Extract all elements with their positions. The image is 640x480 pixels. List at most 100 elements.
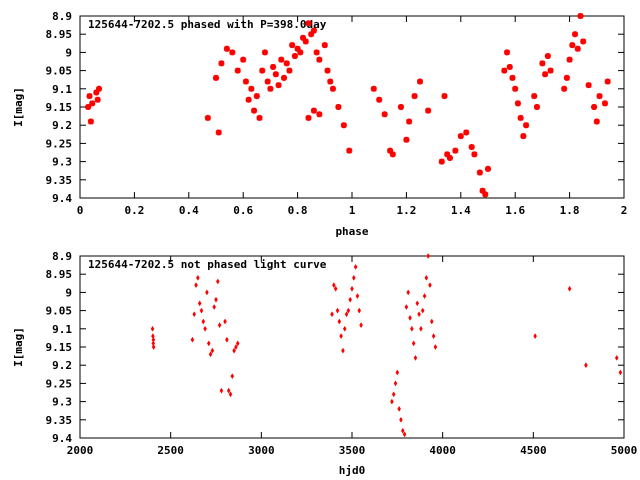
data-point: [281, 74, 287, 81]
data-point: [310, 107, 317, 114]
data-point: [253, 93, 260, 100]
data-point: [517, 114, 524, 121]
data-point: [300, 34, 307, 41]
data-point: [208, 351, 213, 358]
data-point: [327, 78, 334, 85]
data-point: [604, 78, 611, 85]
data-point: [335, 307, 340, 314]
data-point: [410, 325, 414, 332]
data-point: [566, 56, 573, 63]
data-point: [151, 344, 156, 350]
y-tick-label: 9.05: [46, 305, 73, 318]
data-point: [463, 129, 470, 136]
y-tick-label: 9.05: [46, 65, 73, 78]
data-point: [429, 318, 434, 325]
x-tick-label: 1.2: [396, 204, 416, 217]
x-axis-label: phase: [335, 225, 368, 238]
data-point: [96, 85, 103, 92]
data-point: [393, 380, 398, 387]
data-point: [219, 387, 224, 394]
data-point: [355, 293, 360, 300]
data-point: [452, 147, 459, 154]
data-point: [584, 362, 588, 369]
data-point: [406, 118, 413, 125]
data-point: [93, 89, 100, 96]
y-tick-label: 9.4: [52, 432, 72, 445]
data-point: [259, 67, 266, 74]
x-tick-label: 0.8: [288, 204, 308, 217]
plot-frame: [79, 255, 625, 439]
data-point: [341, 347, 345, 354]
data-point: [199, 307, 204, 314]
data-point: [419, 325, 423, 332]
y-tick-label: 9.15: [46, 101, 73, 114]
data-point: [272, 71, 279, 78]
x-tick-label: 0.6: [233, 204, 253, 217]
data-point: [482, 191, 489, 198]
data-point: [248, 85, 255, 92]
data-point: [428, 282, 432, 289]
data-point: [242, 78, 249, 85]
data-point: [561, 85, 568, 92]
data-point: [531, 93, 538, 100]
x-tick-label: 5000: [611, 444, 638, 457]
x-tick-label: 1.4: [451, 204, 471, 217]
data-point: [286, 67, 293, 74]
data-point: [283, 60, 290, 67]
y-tick-label: 9.25: [46, 377, 73, 390]
data-point: [261, 49, 268, 56]
y-tick-label: 9.35: [46, 174, 73, 187]
y-tick-label: 9.15: [46, 341, 73, 354]
data-point: [87, 118, 94, 125]
data-point: [234, 344, 238, 350]
data-point: [308, 31, 315, 38]
unphased-panel: 125644-7202.5 not phased light curve hjd…: [12, 250, 637, 477]
data-point: [339, 333, 343, 340]
y-axis-label: I[mag]: [12, 87, 25, 127]
x-tick-label: 4000: [429, 444, 456, 457]
data-point: [270, 63, 277, 70]
data-point: [245, 96, 252, 103]
data-point: [387, 147, 394, 154]
data-point: [278, 56, 285, 63]
data-point: [240, 56, 247, 63]
data-point: [444, 151, 451, 158]
data-point: [593, 118, 600, 125]
data-point: [438, 158, 445, 165]
x-tick-label: 3500: [339, 444, 366, 457]
y-tick-label: 8.9: [52, 10, 72, 23]
axis-ticks: 2000 2500 3000 3500 4000 4500 5000 8.9 8.95 9 9.05…: [46, 250, 638, 457]
y-tick-label: 9.2: [52, 359, 72, 372]
data-point: [424, 274, 429, 281]
data-point: [506, 63, 513, 70]
data-point: [406, 289, 411, 296]
data-point: [479, 187, 486, 194]
data-points: [150, 253, 623, 438]
data-point: [585, 82, 592, 89]
data-point: [210, 347, 215, 354]
data-point: [346, 307, 351, 314]
data-point: [344, 311, 349, 318]
data-point: [305, 20, 312, 27]
data-point: [313, 49, 320, 56]
data-point: [391, 391, 396, 398]
data-point: [330, 311, 334, 318]
chart-title: 125644-7202.5 not phased light curve: [88, 258, 327, 271]
x-tick-label: 3000: [248, 444, 275, 457]
data-point: [340, 122, 347, 129]
data-point: [294, 45, 301, 52]
data-point: [205, 289, 209, 296]
data-point: [457, 133, 464, 140]
data-point: [514, 100, 521, 107]
data-point: [324, 67, 331, 74]
data-point: [415, 300, 420, 307]
data-point: [359, 322, 363, 329]
y-tick-label: 9.3: [52, 156, 72, 169]
data-point: [601, 100, 608, 107]
data-point: [397, 104, 404, 110]
data-point: [203, 325, 207, 332]
data-point: [337, 318, 342, 325]
x-tick-label: 0.4: [179, 204, 199, 217]
data-point: [399, 416, 403, 423]
data-point: [235, 340, 240, 347]
